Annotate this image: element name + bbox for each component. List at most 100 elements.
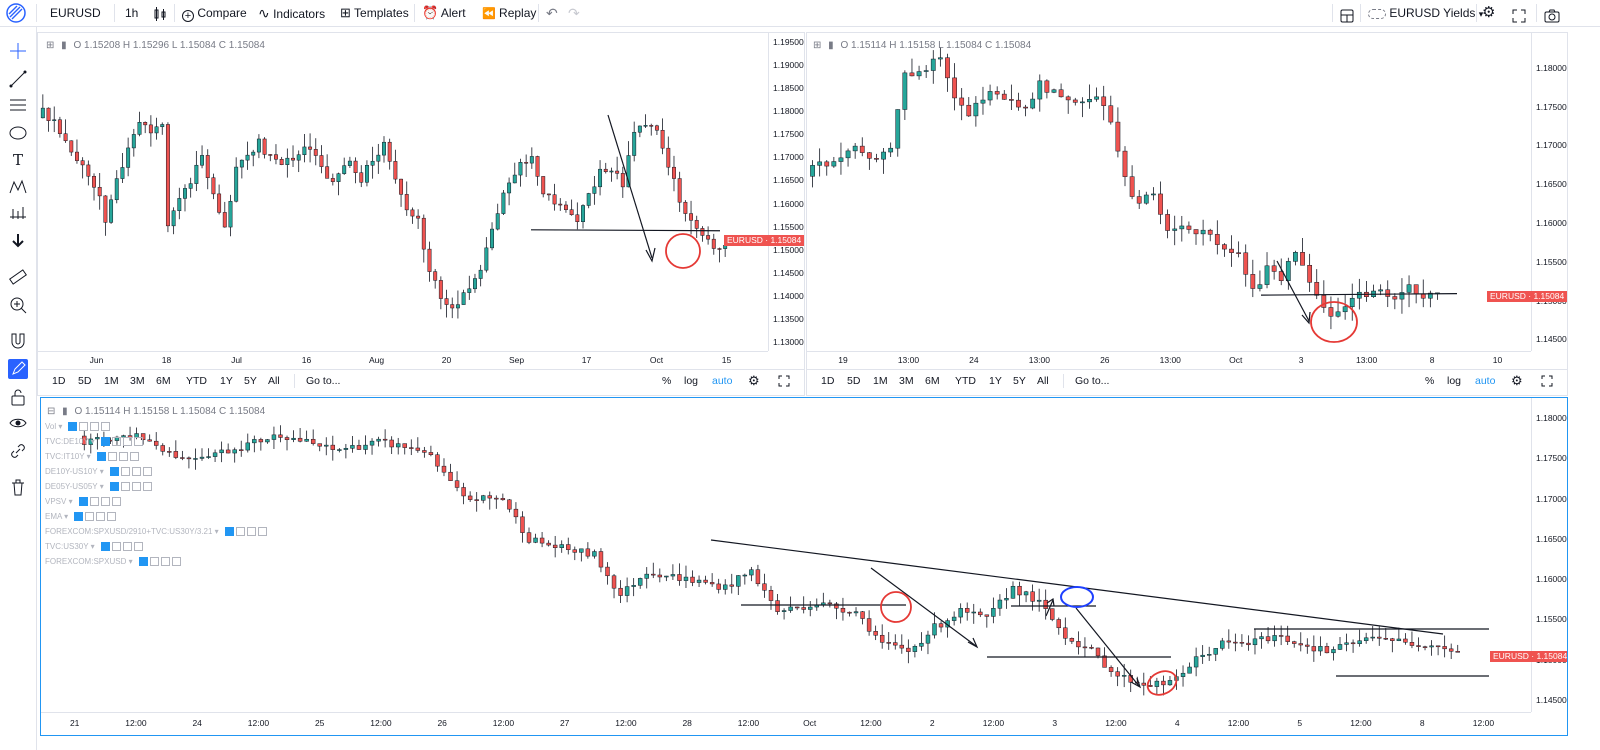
highlight-ellipse[interactable] <box>880 591 912 623</box>
magnet-icon[interactable] <box>8 331 28 351</box>
settings-icon[interactable] <box>74 512 84 522</box>
close-icon[interactable] <box>171 557 181 567</box>
logo-icon[interactable] <box>6 3 26 23</box>
close-icon[interactable] <box>142 467 152 477</box>
eye-icon[interactable] <box>79 422 89 432</box>
settings-icon[interactable] <box>68 422 78 432</box>
link-icon[interactable] <box>8 441 28 461</box>
arrow-line[interactable] <box>1276 260 1310 322</box>
auto-toggle[interactable]: auto <box>712 375 733 387</box>
time-axis[interactable]: 19 13:00 24 13:00 26 13:00 Oct 3 13:00 8 10 <box>807 351 1531 370</box>
camera-icon[interactable] <box>1544 6 1560 23</box>
redo-icon[interactable]: ↷ <box>568 5 580 21</box>
gear-icon[interactable]: ⚙ <box>1482 4 1496 21</box>
eye-icon[interactable] <box>111 542 121 552</box>
eye-icon[interactable] <box>120 467 130 477</box>
price-axis[interactable]: 1.18000 1.17500 1.17000 1.16500 1.16000 1.155… <box>1531 33 1567 351</box>
range-button-1y[interactable]: 1Y <box>220 375 233 387</box>
fullscreen-icon[interactable] <box>778 375 790 390</box>
range-button-6m[interactable]: 6M <box>156 375 171 387</box>
layout-name-button[interactable]: EURUSD Yields ▾ <box>1368 0 1483 26</box>
arrow-line[interactable] <box>1075 607 1140 687</box>
eye-icon[interactable] <box>111 437 121 447</box>
gear-icon[interactable] <box>131 467 141 477</box>
highlight-ellipse[interactable] <box>665 233 701 269</box>
price-axis[interactable]: 1.18000 1.17500 1.17000 1.16500 1.16000 1.155… <box>1531 398 1567 712</box>
gear-icon[interactable] <box>246 527 256 537</box>
log-toggle[interactable]: log <box>1447 375 1462 387</box>
gear-icon[interactable] <box>118 452 128 462</box>
highlight-ellipse-blue[interactable] <box>1060 586 1094 608</box>
chart-pane-top-right[interactable]: ⊞ ▮ O 1.15114 H 1.15158 L 1.15084 C 1.15… <box>806 32 1568 396</box>
indicator-item[interactable]: FOREXCOM:SPXUSD/2910+TVC:US30Y/3.21 ▾ <box>45 527 267 537</box>
chart-area[interactable] <box>807 33 1531 351</box>
range-button-3m[interactable]: 3M <box>899 375 914 387</box>
replay-button[interactable]: ⏪ Replay <box>482 0 536 26</box>
range-button-ytd[interactable]: YTD <box>955 375 976 387</box>
eye-icon[interactable] <box>8 413 28 433</box>
indicator-item[interactable]: EMA ▾ <box>45 512 117 522</box>
range-button-all[interactable]: All <box>1037 375 1049 387</box>
pattern-icon[interactable] <box>8 177 28 197</box>
range-button-1d[interactable]: 1D <box>52 375 66 387</box>
arrow-line[interactable] <box>607 114 653 259</box>
fib-icon[interactable] <box>8 95 28 115</box>
range-button-5d[interactable]: 5D <box>78 375 92 387</box>
range-button-6m[interactable]: 6M <box>925 375 940 387</box>
indicator-item[interactable]: TVC:DE10Y ▾ <box>45 437 143 447</box>
compare-button[interactable]: + Compare <box>182 0 247 26</box>
zoom-icon[interactable] <box>8 295 28 315</box>
price-axis[interactable]: 1.19500 1.19000 1.18500 1.18000 1.17500 1.170… <box>768 33 804 351</box>
goto-button[interactable]: Go to... <box>306 375 341 387</box>
close-icon[interactable] <box>129 452 139 462</box>
close-icon[interactable] <box>142 482 152 492</box>
draw-mode-icon[interactable] <box>8 359 28 379</box>
symbol-search-button[interactable]: EURUSD <box>50 6 101 20</box>
fullscreen-icon[interactable] <box>1512 6 1526 23</box>
settings-icon[interactable] <box>96 452 106 462</box>
percent-toggle[interactable]: % <box>662 375 672 387</box>
eye-icon[interactable] <box>149 557 159 567</box>
eye-icon[interactable] <box>85 512 95 522</box>
layout-select-icon[interactable] <box>1340 6 1354 23</box>
legend-icons[interactable]: ⊟ ▮ <box>47 406 75 417</box>
indicators-button[interactable]: ∿ Indicators <box>258 0 325 26</box>
range-button-5y[interactable]: 5Y <box>1013 375 1026 387</box>
alert-button[interactable]: ⏰ Alert <box>422 0 466 26</box>
goto-button[interactable]: Go to... <box>1075 375 1110 387</box>
range-button-5d[interactable]: 5D <box>847 375 861 387</box>
eye-icon[interactable] <box>120 482 130 492</box>
undo-icon[interactable]: ↶ <box>546 5 558 21</box>
indicator-item[interactable]: Vol ▾ <box>45 422 111 432</box>
eye-icon[interactable] <box>107 452 117 462</box>
close-icon[interactable] <box>111 497 121 507</box>
indicator-item[interactable]: DE10Y-US10Y ▾ <box>45 467 152 477</box>
indicator-item[interactable]: DE05Y-US05Y ▾ <box>45 482 152 492</box>
shape-icon[interactable] <box>8 123 28 143</box>
horizontal-line[interactable] <box>530 229 721 232</box>
gear-icon[interactable]: ⚙ <box>748 373 760 388</box>
eye-icon[interactable] <box>235 527 245 537</box>
percent-toggle[interactable]: % <box>1425 375 1435 387</box>
settings-icon[interactable] <box>100 542 110 552</box>
settings-icon[interactable] <box>138 557 148 567</box>
settings-icon[interactable] <box>100 437 110 447</box>
lock-icon[interactable] <box>8 387 28 407</box>
range-button-1m[interactable]: 1M <box>104 375 119 387</box>
text-icon[interactable]: T <box>8 149 28 169</box>
gear-icon[interactable] <box>160 557 170 567</box>
arrow-down-icon[interactable] <box>8 231 28 251</box>
arrow-line[interactable] <box>870 567 977 647</box>
chart-pane-top-left[interactable]: ⊞ ▮ O 1.15208 H 1.15296 L 1.15084 C 1.15… <box>37 32 805 396</box>
time-axis[interactable]: 21 12:00 24 12:00 25 12:00 26 12:00 27 12:00 28 12:… <box>41 712 1531 735</box>
legend-icons[interactable]: ⊞ ▮ <box>813 40 841 51</box>
auto-toggle[interactable]: auto <box>1475 375 1496 387</box>
chart-area[interactable] <box>38 33 768 351</box>
ruler-icon[interactable] <box>8 267 28 287</box>
range-button-5y[interactable]: 5Y <box>244 375 257 387</box>
indicator-item[interactable]: TVC:IT10Y ▾ <box>45 452 139 462</box>
legend-icons[interactable]: ⊞ ▮ <box>46 40 74 51</box>
range-button-1m[interactable]: 1M <box>873 375 888 387</box>
fullscreen-icon[interactable] <box>1541 375 1553 390</box>
trash-icon[interactable] <box>8 477 28 497</box>
